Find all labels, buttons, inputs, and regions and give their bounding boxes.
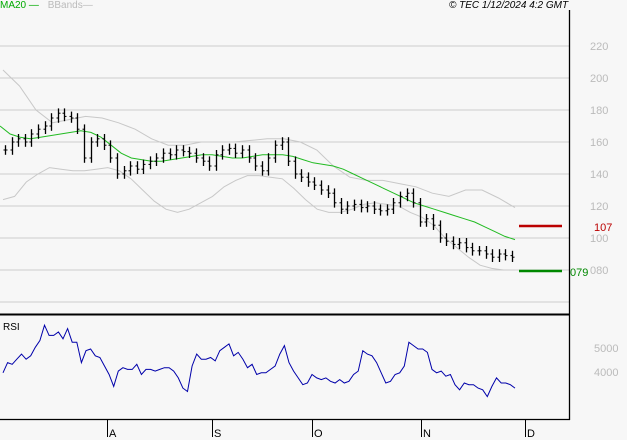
price-tick-label: 140 (590, 169, 608, 181)
bollinger-upper-line (2, 69, 516, 209)
price-tick-label: 220 (590, 41, 608, 53)
rsi-title: RSI (3, 322, 20, 333)
ma20-line (0, 125, 516, 241)
month-label: O (314, 428, 323, 440)
rsi-tick-label: 5000 (594, 343, 618, 355)
price-tick-label: 180 (590, 105, 608, 117)
support-level-label: 079 (570, 267, 588, 279)
legend: MA20 — BBands— (0, 0, 93, 11)
legend-ma20-label: MA20 (0, 0, 27, 11)
copyright-timestamp: © TEC 1/12/2024 4:2 GMT (449, 0, 569, 11)
month-label: A (109, 428, 117, 440)
rsi-tick-label: 4000 (594, 367, 618, 379)
month-label: D (527, 428, 535, 440)
price-tick-label: 120 (590, 201, 608, 213)
month-label: S (214, 428, 221, 440)
price-tick-label: 160 (590, 137, 608, 149)
price-tick-label: 200 (590, 73, 608, 85)
bollinger-lower-line (2, 167, 515, 271)
rsi-line (2, 323, 516, 398)
legend-bbands: BBands— (47, 0, 93, 11)
legend-ma20: MA20 — (0, 0, 39, 11)
price-tick-label: 100 (590, 233, 608, 245)
resistance-level-label: 107 (594, 222, 612, 234)
legend-bbands-label: BBands (47, 0, 83, 11)
price-tick-label: 080 (590, 265, 608, 277)
month-label: N (423, 428, 431, 440)
